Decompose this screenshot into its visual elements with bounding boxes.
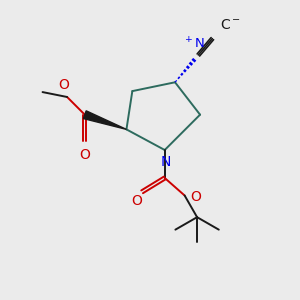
Text: N: N [161, 155, 171, 169]
Text: O: O [80, 148, 90, 162]
Text: O: O [59, 78, 70, 92]
Text: C$\mathregular{^-}$: C$\mathregular{^-}$ [220, 18, 241, 32]
Text: O: O [131, 194, 142, 208]
Text: O: O [190, 190, 201, 204]
Polygon shape [83, 111, 126, 129]
Text: $\mathregular{^+}$N: $\mathregular{^+}$N [183, 36, 206, 51]
